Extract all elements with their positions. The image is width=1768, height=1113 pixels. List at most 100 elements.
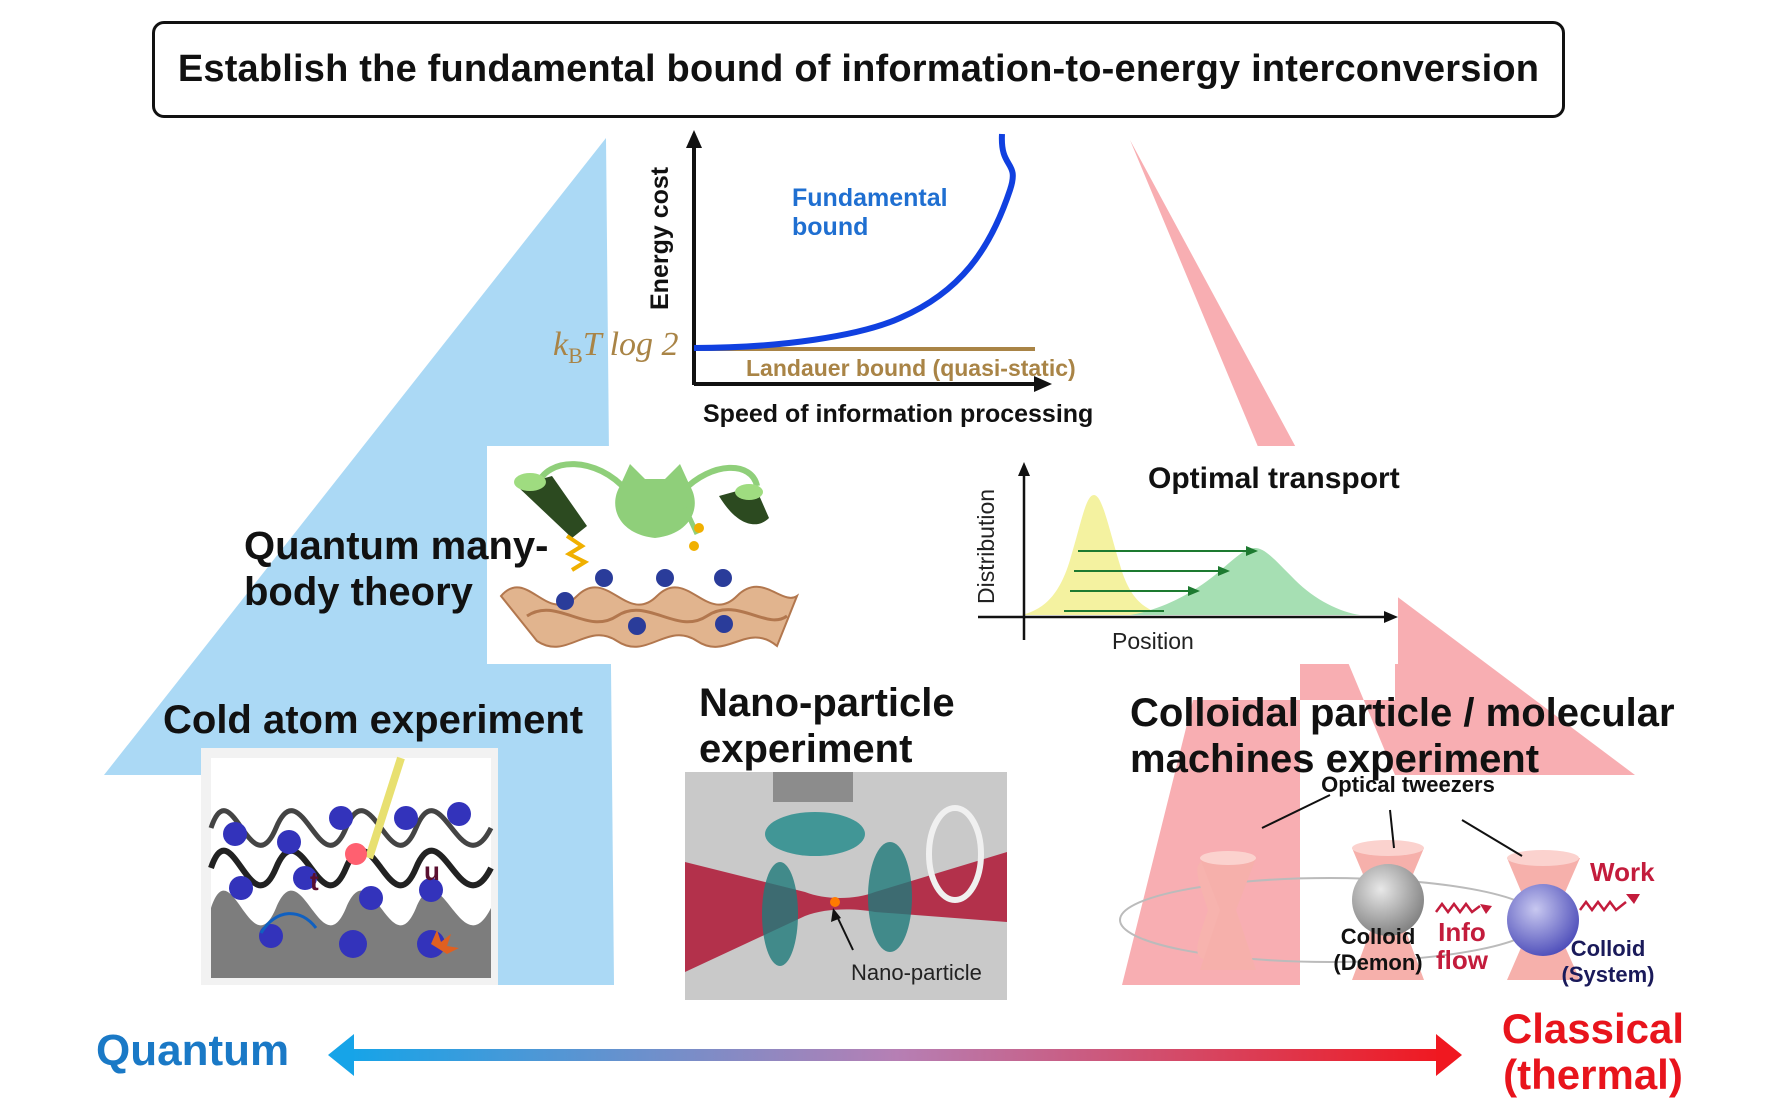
classical-line1: Classical (1501, 1005, 1685, 1052)
info-flow-line1: Info (1438, 917, 1486, 947)
optical-tweezer-left-shape (1200, 858, 1256, 970)
cavity-mirror-left (762, 862, 798, 966)
colloid-demon-label: Colloid (Demon) (1318, 924, 1438, 976)
laser-beam (685, 852, 1007, 972)
colloidal-title-line2: machines experiment (1130, 737, 1540, 781)
colloid-system-line1: Colloid (1570, 936, 1646, 961)
atom (329, 806, 353, 830)
nano-particle-pointer-head (831, 908, 841, 922)
quantum-many-body-line1: Quantum many- (244, 524, 549, 568)
distribution-y-axis-arrowhead (1018, 462, 1030, 476)
atom (229, 876, 253, 900)
interaction-u-label: u (424, 856, 440, 886)
tweezer-pointer-middle (1389, 809, 1395, 849)
position-axis-label: Position (1112, 628, 1194, 654)
atom (595, 569, 613, 587)
position-x-axis-arrowhead (1384, 611, 1398, 623)
kbt-rest: T log 2 (582, 326, 679, 363)
nano-particle-panel (685, 772, 1007, 1000)
atom (714, 569, 732, 587)
fundamental-bound-curve (693, 133, 1016, 351)
optimal-transport-panel (962, 446, 1398, 664)
potential-ridge (526, 608, 788, 624)
work-wave-icon (1579, 899, 1627, 913)
interaction-burst-icon (431, 930, 459, 954)
colloidal-title-line1: Colloidal particle / molecular (1130, 691, 1675, 735)
initial-distribution (1022, 495, 1165, 615)
tweezer-pointer-right (1461, 819, 1523, 857)
atom (339, 930, 367, 958)
fundamental-bound-label-line1: Fundamental (792, 184, 948, 212)
classical-line2: (thermal) (1503, 1051, 1683, 1098)
colloid-demon-line2: (Demon) (1333, 950, 1423, 975)
quantum-many-body-panel (487, 446, 804, 664)
final-distribution (1130, 548, 1360, 615)
colloid-system-line2: (System) (1561, 962, 1655, 987)
kbt-sub: B (568, 342, 583, 368)
colloid-system-label: Colloid (System) (1548, 936, 1668, 988)
energy-x-axis-arrowhead (1034, 376, 1052, 392)
energy-y-axis-arrowhead (686, 130, 702, 148)
transport-arrowhead (1188, 586, 1200, 596)
scale-arrowhead-left (328, 1034, 354, 1076)
info-flow-wave-icon (1435, 901, 1481, 915)
scale-bar (350, 1049, 1444, 1061)
quantum-many-body-line2: body theory (244, 570, 473, 614)
ring-mirror (926, 805, 984, 903)
energy-x-axis-label: Speed of information processing (703, 400, 1094, 428)
classical-label: Classical (thermal) (1488, 1006, 1698, 1098)
colloid-demon-line1: Colloid (1340, 924, 1416, 949)
atom (715, 615, 733, 633)
fundamental-bound-label-line2: bound (792, 213, 869, 241)
atom (293, 866, 317, 890)
hopping-t-label: t (310, 866, 319, 896)
atom (259, 924, 283, 948)
nano-particle-dot (830, 897, 840, 907)
atom (277, 830, 301, 854)
measurement-device-left (517, 476, 587, 538)
energy-particle (694, 523, 704, 533)
measurement-device-left-lens (514, 473, 546, 491)
atom (359, 886, 383, 910)
info-flow-label: Info flow (1422, 918, 1502, 974)
colloidal-title: Colloidal particle / molecular machines … (1130, 690, 1675, 782)
hopping-arrow-icon (259, 912, 318, 934)
optimal-transport-title: Optimal transport (1148, 462, 1400, 495)
tweezer-pointer-left (1261, 794, 1331, 829)
optical-lattice-ridge (208, 847, 494, 889)
measurement-beam-icon (564, 534, 590, 572)
probe-beam (365, 756, 405, 860)
atom (394, 806, 418, 830)
main-title: Establish the fundamental bound of infor… (152, 21, 1565, 118)
optical-tweezer-right-top (1507, 850, 1579, 866)
colloid-system (1507, 884, 1579, 956)
scale-arrowhead-right (1436, 1034, 1462, 1076)
info-flow-arrowhead (1480, 904, 1492, 914)
transport-arrowhead (1246, 546, 1258, 556)
atom (447, 802, 471, 826)
quantum-many-body-illustration (499, 461, 800, 648)
optical-tweezers-label: Optical tweezers (1321, 772, 1495, 797)
fundamental-bound-label: Fundamental bound (792, 184, 948, 242)
atom (656, 569, 674, 587)
cold-atom-panel (201, 748, 498, 985)
energy-particle (689, 541, 699, 551)
classical-direction-arrow (1122, 140, 1635, 985)
nano-particle-title-line2: experiment (699, 727, 913, 771)
demon-arm-right (680, 464, 760, 494)
landauer-bound-label: Landauer bound (quasi-static) (746, 355, 1076, 381)
demon-icon (615, 464, 695, 538)
quantum-label: Quantum (96, 1026, 290, 1075)
cavity-mirror-right (868, 842, 912, 952)
atom (419, 878, 443, 902)
quantum-many-body-label: Quantum many- body theory (244, 523, 548, 615)
atom (628, 617, 646, 635)
work-label: Work (1590, 857, 1655, 887)
kbt-k: k (553, 326, 569, 363)
work-arrowhead (1626, 894, 1640, 904)
